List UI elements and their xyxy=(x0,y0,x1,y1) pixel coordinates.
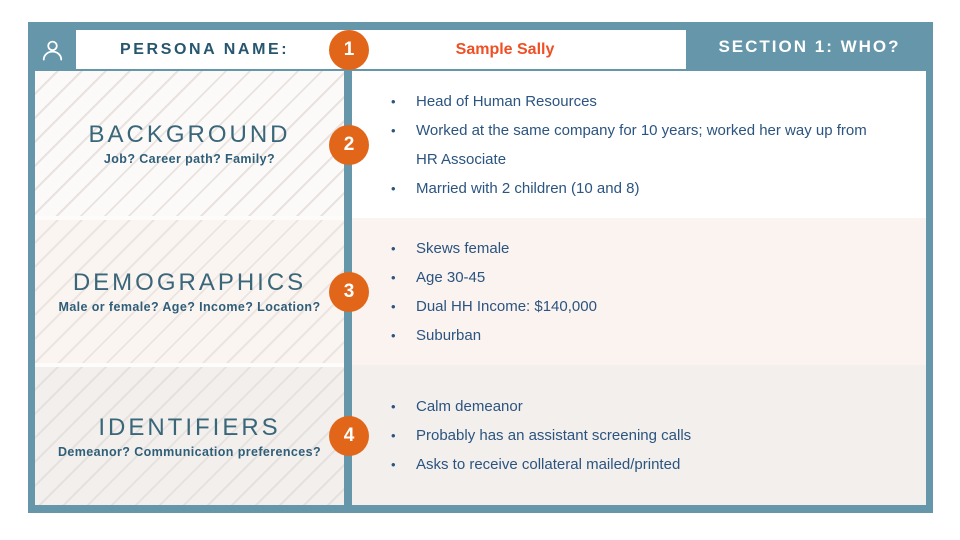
identifiers-bullet-list: Calm demeanor Probably has an assistant … xyxy=(389,392,878,479)
background-content: Head of Human Resources Worked at the sa… xyxy=(352,71,926,218)
demographics-content: Skews female Age 30-45 Dual HH Income: $… xyxy=(352,218,926,365)
identifiers-section-header: IDENTIFIERS Demeanor? Communication pref… xyxy=(35,367,344,505)
frame-border-right xyxy=(926,71,933,513)
step-1-badge: 1 xyxy=(329,30,369,70)
background-subtitle: Job? Career path? Family? xyxy=(103,152,276,166)
demographics-subtitle: Male or female? Age? Income? Location? xyxy=(58,300,321,314)
bullet-item: Head of Human Resources xyxy=(389,87,878,116)
frame-border-bottom xyxy=(28,505,933,513)
bullet-item: Asks to receive collateral mailed/printe… xyxy=(389,450,878,479)
person-icon xyxy=(40,38,65,63)
identifiers-content: Calm demeanor Probably has an assistant … xyxy=(352,365,926,505)
persona-name-box: PERSONA NAME: Sample Sally xyxy=(76,30,686,69)
bullet-item: Suburban xyxy=(389,321,878,350)
demographics-bullet-list: Skews female Age 30-45 Dual HH Income: $… xyxy=(389,234,878,350)
bullet-item: Probably has an assistant screening call… xyxy=(389,421,878,450)
identifiers-title: IDENTIFIERS xyxy=(98,413,281,441)
left-column: BACKGROUND Job? Career path? Family? DEM… xyxy=(35,71,344,505)
identifiers-subtitle: Demeanor? Communication preferences? xyxy=(57,444,322,459)
bullet-item: Age 30-45 xyxy=(389,263,878,292)
background-title: BACKGROUND xyxy=(88,121,291,148)
background-bullet-list: Head of Human Resources Worked at the sa… xyxy=(389,87,878,203)
header-bar: PERSONA NAME: Sample Sally SECTION 1: WH… xyxy=(28,22,933,71)
persona-name-value: Sample Sally xyxy=(455,40,555,58)
frame-border-left xyxy=(28,71,35,513)
bullet-item: Skews female xyxy=(389,234,878,263)
persona-name-label: PERSONA NAME: xyxy=(120,40,290,58)
bullet-item: Calm demeanor xyxy=(389,392,878,421)
bullet-item: Married with 2 children (10 and 8) xyxy=(389,174,878,203)
step-2-badge: 2 xyxy=(329,125,369,165)
right-column: Head of Human Resources Worked at the sa… xyxy=(352,71,926,505)
bullet-item: Worked at the same company for 10 years;… xyxy=(389,116,878,174)
demographics-title: DEMOGRAPHICS xyxy=(72,269,307,296)
section-title: SECTION 1: WHO? xyxy=(718,36,901,56)
background-section-header: BACKGROUND Job? Career path? Family? xyxy=(35,71,344,216)
bullet-item: Dual HH Income: $140,000 xyxy=(389,292,878,321)
demographics-section-header: DEMOGRAPHICS Male or female? Age? Income… xyxy=(35,220,344,363)
step-3-badge: 3 xyxy=(329,272,369,312)
step-4-badge: 4 xyxy=(329,416,369,456)
